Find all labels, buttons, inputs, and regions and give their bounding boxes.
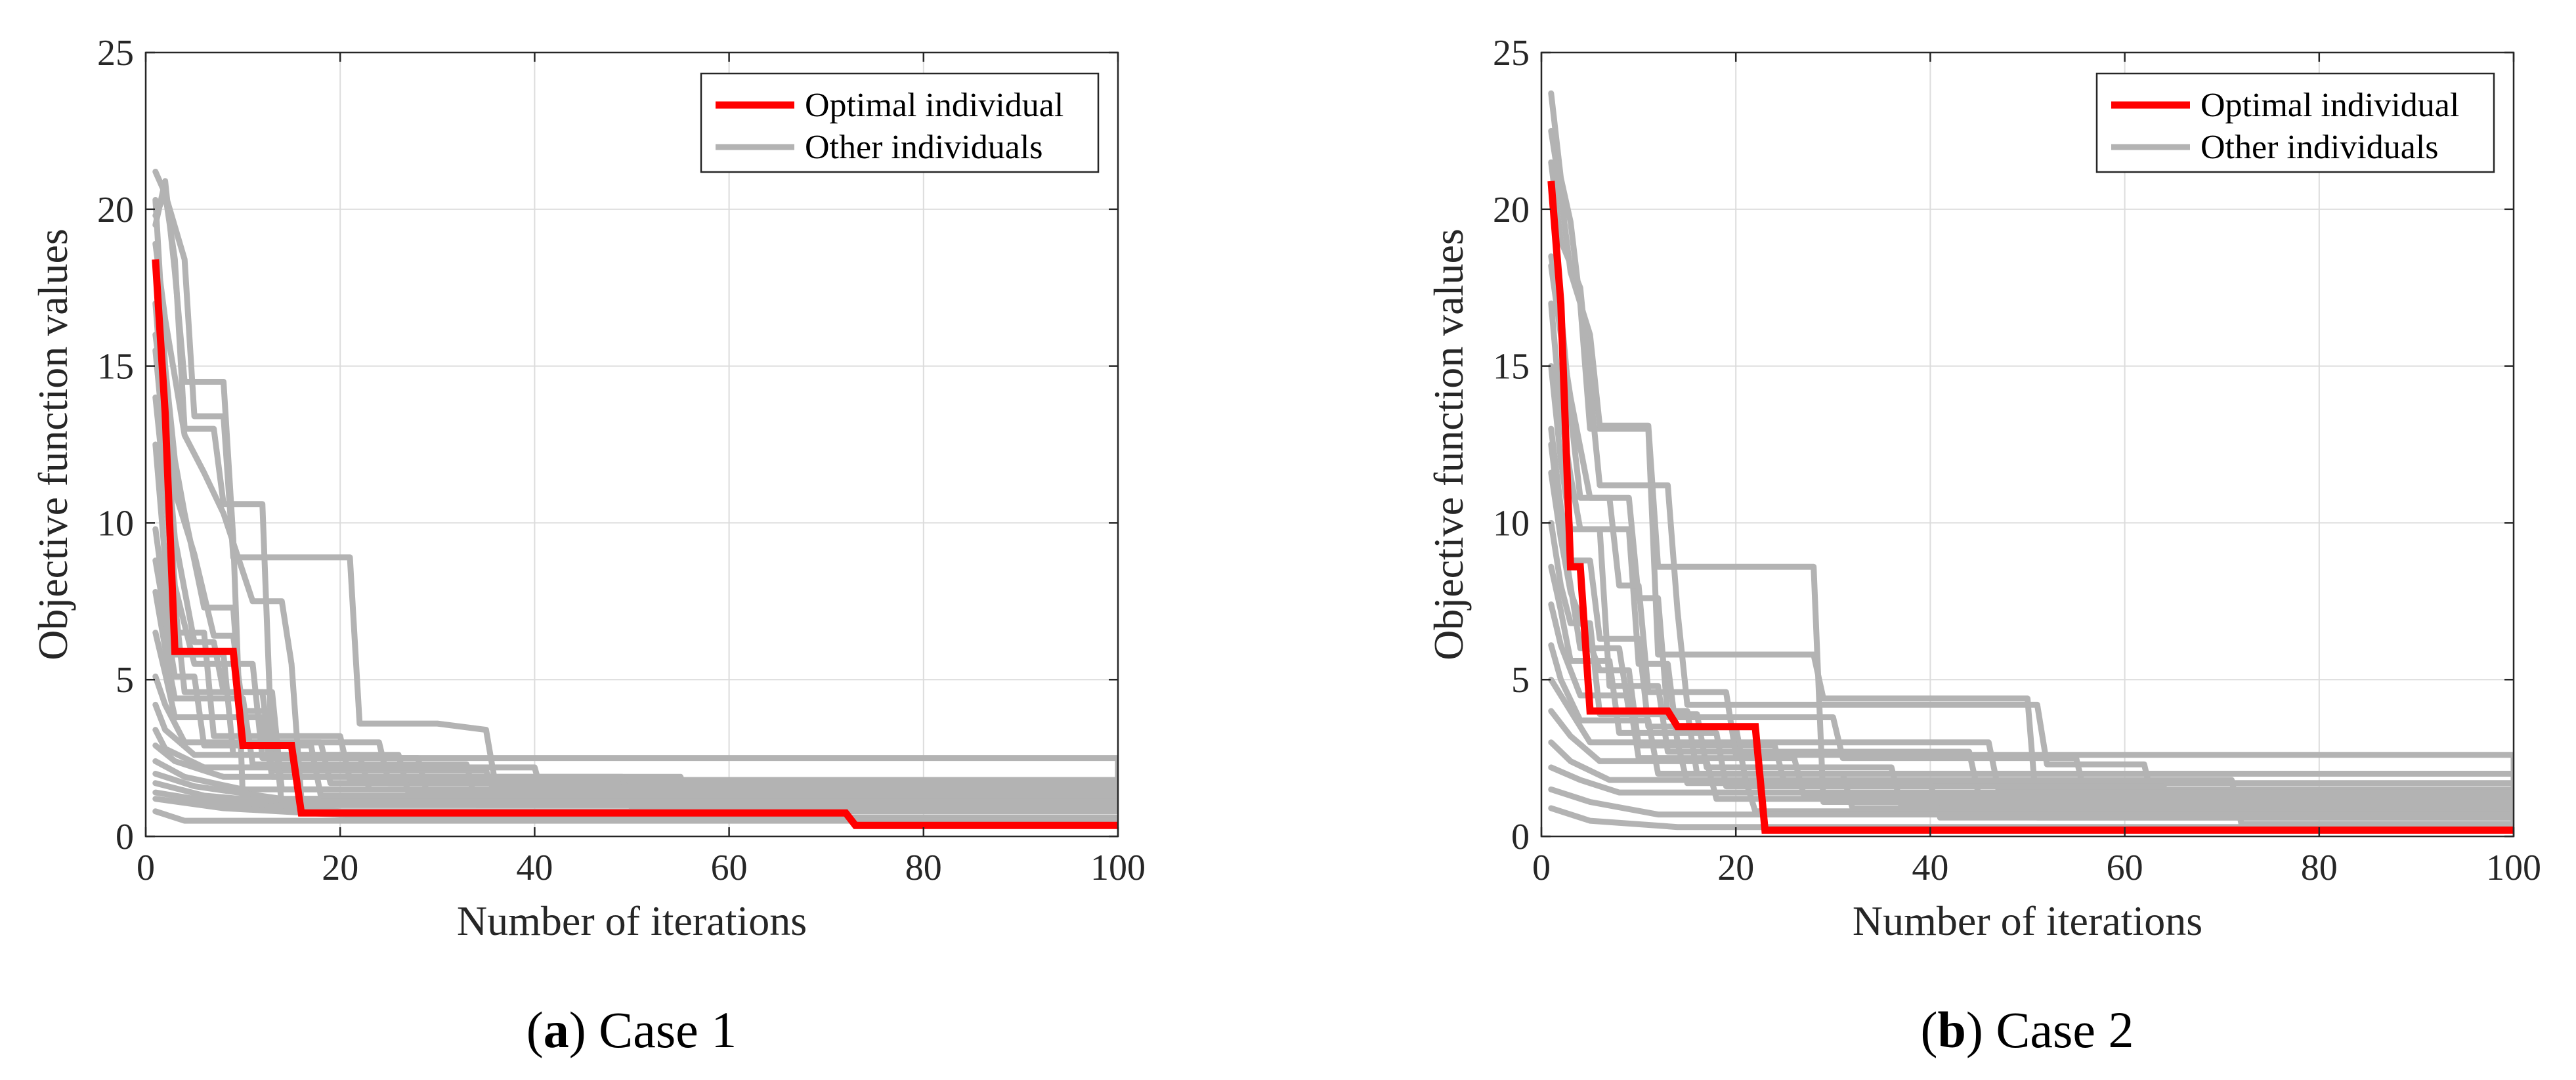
x-axis-label: Number of iterations bbox=[457, 897, 807, 944]
caption-text: Case 1 bbox=[586, 1001, 737, 1058]
y-tick-label: 25 bbox=[1493, 33, 1530, 74]
x-tick-label: 20 bbox=[1717, 848, 1754, 888]
chart-case-1: 0 20 40 60 80 100 0 5 10 15 20 25 Number of iteratio… bbox=[30, 33, 1146, 1058]
x-tick-label: 80 bbox=[905, 848, 942, 888]
x-axis-label: Number of iterations bbox=[1853, 897, 2202, 944]
x-tick-label: 60 bbox=[711, 848, 748, 888]
x-tick-label: 0 bbox=[1532, 848, 1551, 888]
other-individual-line bbox=[1548, 601, 2514, 799]
caption-letter: b bbox=[1937, 1001, 1965, 1058]
axes-box bbox=[1540, 51, 2515, 838]
other-individual-line bbox=[1548, 786, 2514, 818]
other-individual-line bbox=[152, 441, 1118, 811]
y-tick-label: 15 bbox=[97, 347, 134, 387]
other-individual-line bbox=[1548, 127, 2514, 805]
y-tick-label: 20 bbox=[1493, 190, 1530, 230]
legend-entry-label: Other individuals bbox=[805, 129, 1043, 166]
other-individual-line bbox=[1548, 739, 2514, 815]
chart-case-2: 0 20 40 60 80 100 0 5 10 15 20 25 Number of iteratio… bbox=[1425, 33, 2541, 1058]
x-tick-label: 40 bbox=[1912, 848, 1948, 888]
caption-letter: a bbox=[544, 1001, 569, 1058]
y-axis-label: Objective function values bbox=[1425, 228, 1472, 660]
series-group bbox=[152, 169, 1118, 829]
other-individual-line bbox=[1548, 90, 2514, 821]
other-individual-line bbox=[152, 169, 1118, 808]
x-tick-label: 40 bbox=[516, 848, 553, 888]
optimal-individual-line bbox=[152, 259, 1118, 829]
other-individual-line bbox=[152, 808, 1118, 824]
other-individual-line bbox=[152, 758, 1118, 792]
caption-close: ) bbox=[1966, 1001, 1983, 1058]
series-group bbox=[1547, 90, 2514, 834]
other-individual-line bbox=[1548, 441, 2514, 827]
other-individual-line bbox=[1548, 253, 2514, 808]
other-individual-line bbox=[1548, 764, 2514, 824]
legend-entry-label: Optimal individual bbox=[2200, 87, 2459, 124]
other-individual-line bbox=[1548, 642, 2514, 811]
optimal-individual-line bbox=[1547, 181, 2514, 834]
other-individual-line bbox=[152, 771, 1118, 802]
legend-box bbox=[2095, 72, 2495, 173]
x-tick-label: 0 bbox=[137, 848, 155, 888]
y-tick-label: 0 bbox=[116, 817, 134, 857]
caption-close: ) bbox=[569, 1001, 586, 1058]
y-tick-label: 5 bbox=[116, 660, 134, 701]
other-individual-line bbox=[1548, 708, 2514, 802]
y-tick-label: 10 bbox=[97, 503, 134, 544]
axes-box bbox=[144, 51, 1119, 838]
y-tick-label: 5 bbox=[1511, 660, 1530, 701]
other-individual-line bbox=[152, 557, 1118, 799]
legend-entry-label: Other individuals bbox=[2200, 129, 2439, 166]
y-axis-label: Objective function values bbox=[30, 228, 76, 660]
chart-caption: (a) Case 1 bbox=[526, 1001, 737, 1058]
legend-entry-label: Optimal individual bbox=[805, 87, 1063, 124]
y-tick-label: 25 bbox=[97, 33, 134, 74]
x-tick-label: 20 bbox=[322, 848, 358, 888]
other-individual-line bbox=[152, 743, 1118, 811]
legend-box bbox=[700, 72, 1100, 173]
x-tick-label: 80 bbox=[2301, 848, 2338, 888]
plot-area bbox=[146, 53, 1118, 836]
x-tick-label: 60 bbox=[2107, 848, 2143, 888]
y-tick-label: 0 bbox=[1511, 817, 1530, 857]
y-tick-label: 20 bbox=[97, 190, 134, 230]
caption-text: Case 2 bbox=[1983, 1001, 2134, 1058]
y-tick-label: 10 bbox=[1493, 503, 1530, 544]
other-individual-line bbox=[152, 240, 1118, 802]
caption-open: ( bbox=[1921, 1001, 1938, 1058]
caption-open: ( bbox=[526, 1001, 544, 1058]
other-individual-line bbox=[152, 727, 1118, 805]
chart-caption: (b) Case 2 bbox=[1921, 1001, 2134, 1058]
x-tick-label: 100 bbox=[1090, 848, 1146, 888]
x-tick-label: 100 bbox=[2486, 848, 2541, 888]
y-tick-label: 15 bbox=[1493, 347, 1530, 387]
other-individual-line bbox=[152, 190, 1118, 790]
